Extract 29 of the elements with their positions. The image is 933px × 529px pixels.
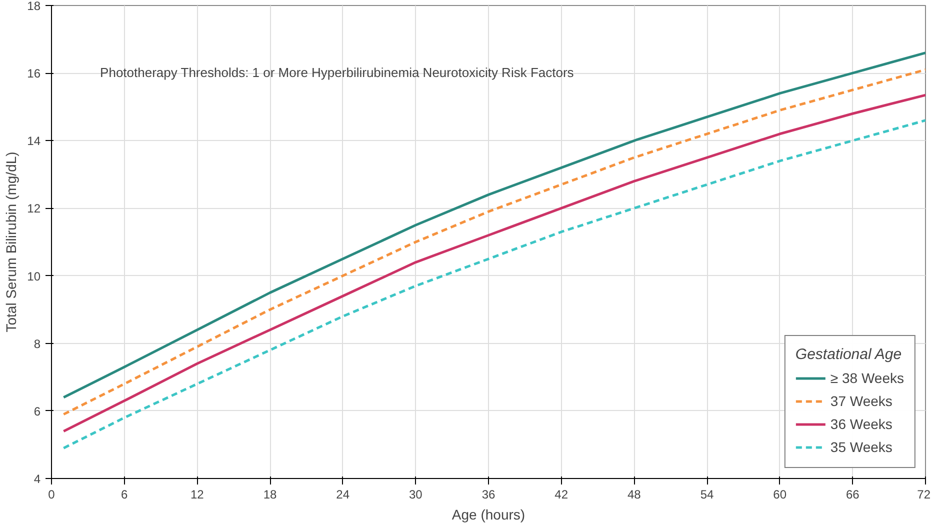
legend-label: 36 Weeks	[830, 416, 892, 432]
x-tick-label: 6	[120, 488, 128, 502]
annotation: Phototherapy Thresholds: 1 or More Hyperbilirubinemia Neurotoxicity Risk Factors	[100, 64, 574, 80]
x-tick-label: 42	[554, 488, 568, 502]
legend-label: 35 Weeks	[830, 439, 892, 455]
x-tick-label: 18	[263, 488, 277, 502]
y-tick-label: 14	[27, 134, 41, 148]
y-axis-title: Total Serum Bilirubin (mg/dL)	[3, 152, 20, 332]
x-tick-label: 72	[917, 488, 931, 502]
legend-title: Gestational Age	[795, 346, 903, 363]
y-tick-label: 4	[34, 472, 41, 486]
y-tick-label: 6	[34, 404, 41, 418]
x-tick-label: 12	[190, 488, 204, 502]
x-tick-label: 48	[627, 488, 642, 502]
y-tick-label: 8	[34, 336, 41, 351]
y-tick-label: 12	[27, 202, 41, 216]
x-tick-label: 24	[336, 488, 350, 502]
legend-label: 37 Weeks	[830, 393, 892, 409]
x-tick-label: 66	[846, 488, 860, 502]
y-tick-label: 16	[27, 66, 41, 81]
x-tick-label: 54	[700, 488, 714, 502]
y-tick-label: 10	[27, 269, 41, 284]
x-tick-label: 0	[48, 488, 56, 502]
x-axis-title: Age (hours)	[452, 506, 526, 522]
x-tick-label: 30	[408, 488, 423, 502]
x-tick-label: 60	[773, 488, 787, 502]
y-tick-label: 18	[27, 0, 41, 13]
x-tick-label: 36	[482, 488, 496, 502]
legend-label: ≥ 38 Weeks	[830, 370, 904, 386]
